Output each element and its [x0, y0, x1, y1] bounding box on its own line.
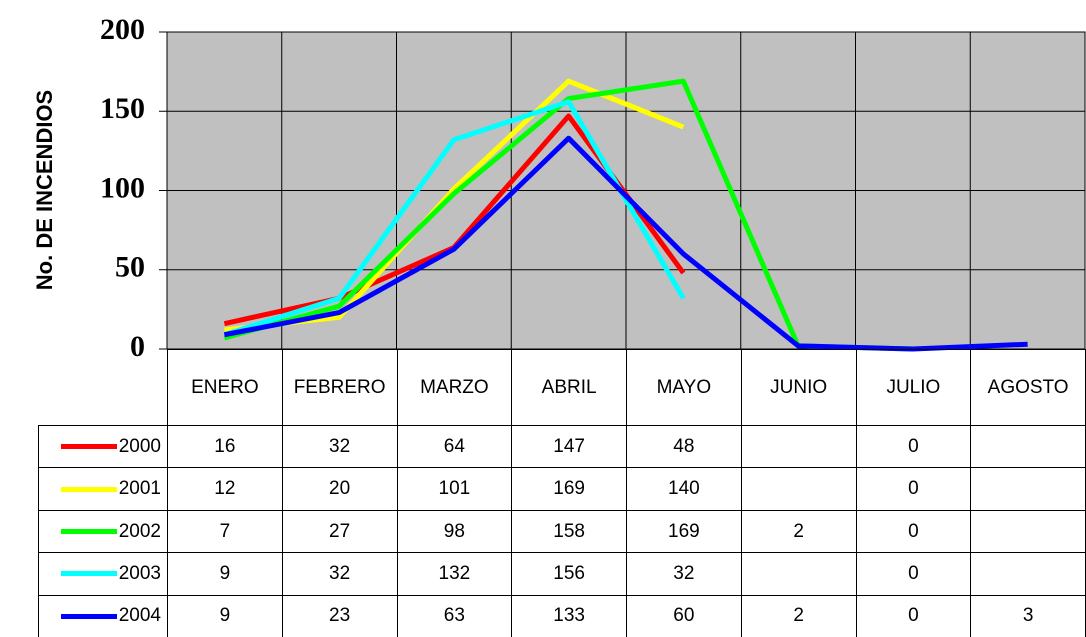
table-cell [970, 467, 1086, 511]
legend-label: 2004 [118, 605, 161, 627]
category-label: JULIO [855, 349, 972, 426]
table-cell: 12 [167, 467, 283, 511]
legend-entry: 2000 [38, 425, 168, 469]
table-cell [970, 552, 1086, 596]
y-tick-label: 100 [100, 171, 145, 204]
table-cell: 60 [626, 594, 742, 637]
y-tick-label: 200 [100, 13, 145, 46]
table-cell [740, 467, 857, 511]
legend-entry: 2003 [38, 552, 168, 596]
legend-swatch [60, 613, 117, 619]
table-cell: 7 [167, 509, 283, 554]
category-label: FEBRERO [281, 349, 398, 426]
table-cell [970, 509, 1086, 554]
table-cell: 27 [281, 509, 398, 554]
y-tick-label: 0 [130, 330, 145, 363]
category-label: MARZO [396, 349, 513, 426]
table-cell: 169 [511, 467, 627, 511]
y-tick-label: 50 [115, 251, 145, 284]
table-cell: 20 [281, 467, 398, 511]
table-cell: 32 [281, 552, 398, 596]
table-cell: 132 [396, 552, 513, 596]
category-label: MAYO [626, 349, 742, 426]
legend-entry: 2004 [38, 594, 168, 637]
table-cell: 147 [511, 425, 627, 469]
table-cell: 3 [970, 594, 1086, 637]
legend-label: 2003 [118, 563, 161, 585]
category-label: ABRIL [511, 349, 627, 426]
table-cell: 0 [855, 425, 972, 469]
table-cell: 0 [855, 594, 972, 637]
table-cell: 101 [396, 467, 513, 511]
y-axis-label: No. DE INCENDIOS [32, 90, 57, 290]
legend-swatch [60, 486, 117, 492]
category-label: AGOSTO [970, 349, 1086, 426]
category-label: ENERO [167, 349, 283, 426]
table-cell: 169 [626, 509, 742, 554]
table-cell [740, 425, 857, 469]
table-cell: 2 [740, 509, 857, 554]
legend-label: 2000 [118, 435, 161, 457]
legend-swatch [60, 571, 117, 577]
table-cell: 156 [511, 552, 627, 596]
table-cell: 32 [626, 552, 742, 596]
table-cell: 158 [511, 509, 627, 554]
table-cell: 140 [626, 467, 742, 511]
table-cell: 64 [396, 425, 513, 469]
table-cell: 63 [396, 594, 513, 637]
category-label: JUNIO [740, 349, 857, 426]
y-tick-label: 150 [100, 92, 145, 125]
table-cell: 32 [281, 425, 398, 469]
table-cell: 133 [511, 594, 627, 637]
table-cell: 48 [626, 425, 742, 469]
table-cell: 9 [167, 552, 283, 596]
table-cell: 0 [855, 552, 972, 596]
line-series [223, 135, 1028, 352]
legend-swatch [60, 444, 117, 450]
table-cell: 9 [167, 594, 283, 637]
legend-label: 2001 [118, 478, 161, 500]
table-cell: 2 [740, 594, 857, 637]
legend-entry: 2002 [38, 509, 168, 554]
legend-entry: 2001 [38, 467, 168, 511]
table-cell [970, 425, 1086, 469]
legend-label: 2002 [118, 520, 161, 542]
legend-swatch [60, 528, 117, 534]
table-cell: 0 [855, 467, 972, 511]
table-cell: 23 [281, 594, 398, 637]
table-cell: 0 [855, 509, 972, 554]
table-cell: 16 [167, 425, 283, 469]
table-cell [740, 552, 857, 596]
table-cell: 98 [396, 509, 513, 554]
